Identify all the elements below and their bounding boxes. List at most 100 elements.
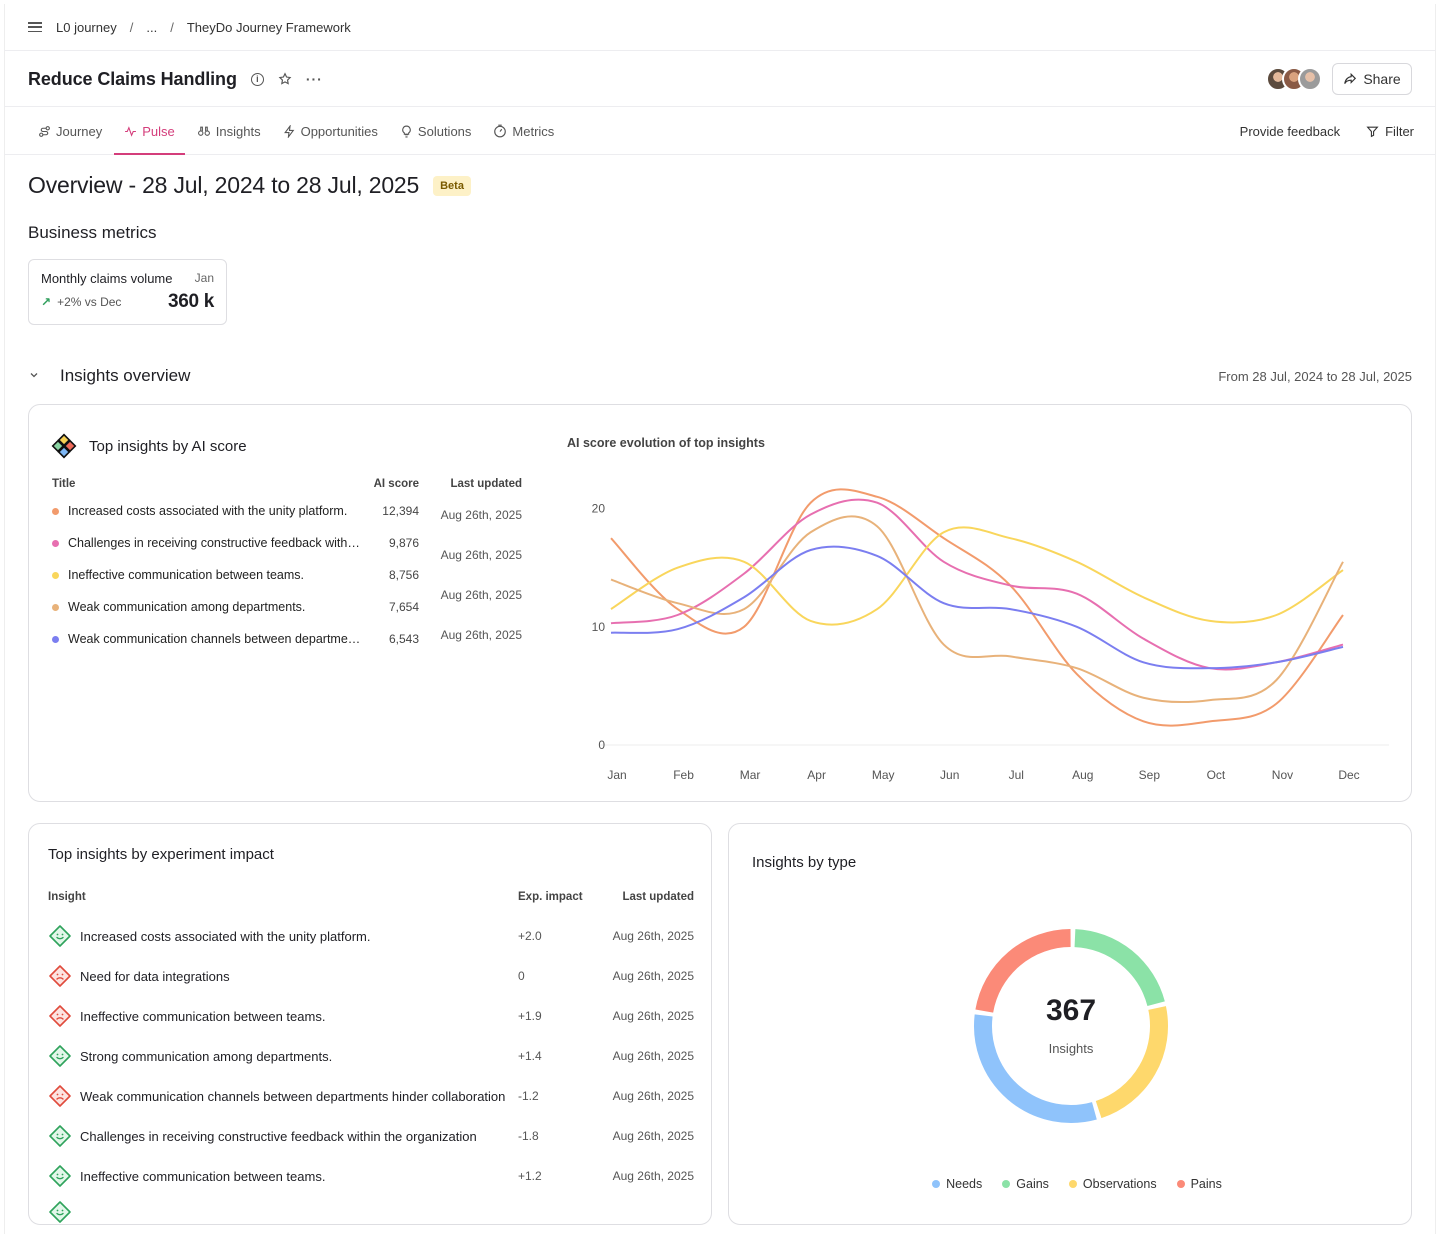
filter-icon: [1366, 126, 1379, 137]
table-row[interactable]: Weak communication channels between depa…: [48, 1084, 694, 1108]
hamburger-menu-icon[interactable]: [28, 22, 42, 32]
tab-insights[interactable]: Insights: [187, 108, 271, 154]
x-tick-label: Nov: [1272, 768, 1293, 782]
avatar: [1298, 67, 1322, 91]
last-updated: Aug 26th, 2025: [612, 969, 694, 983]
insight-title: Increased costs associated with the unit…: [80, 928, 371, 944]
table-row[interactable]: Increased costs associated with the unit…: [48, 924, 694, 948]
legend-item[interactable]: Gains: [1002, 1177, 1049, 1191]
legend-item[interactable]: Observations: [1068, 1177, 1157, 1191]
donut-segment-needs[interactable]: [974, 1014, 1097, 1123]
star-icon[interactable]: [278, 72, 292, 86]
donut-segment-observations[interactable]: [1095, 1006, 1168, 1119]
metric-label: Monthly claims volume: [41, 271, 173, 286]
y-tick-label: 20: [592, 502, 606, 516]
tab-journey[interactable]: Journey: [28, 108, 112, 154]
x-tick-label: Feb: [673, 768, 694, 782]
pulse-icon: [125, 125, 137, 137]
series-line-1[interactable]: [610, 498, 1344, 671]
table-row[interactable]: Ineffective communication between teams.…: [48, 1004, 694, 1028]
ai-score-table: Title AI score Last updated Increased co…: [52, 478, 522, 664]
business-metrics-title: Business metrics: [28, 223, 157, 242]
app-frame: [4, 4, 1436, 1234]
y-tick-label: 10: [592, 620, 606, 634]
x-tick-label: May: [872, 768, 895, 782]
last-updated: Aug 26th, 2025: [612, 929, 694, 943]
x-tick-label: Jun: [940, 768, 959, 782]
insight-title: Challenges in receiving constructive fee…: [68, 536, 362, 550]
ai-score-card: Top insights by AI score Title AI score …: [28, 404, 1412, 802]
table-row[interactable]: Strong communication among departments. +…: [48, 1044, 694, 1068]
provide-feedback-button[interactable]: Provide feedback: [1239, 123, 1341, 139]
table-row[interactable]: [48, 1200, 694, 1224]
table-row[interactable]: Challenges in receiving constructive fee…: [48, 1124, 694, 1148]
insights-overview-header: Insights overview From 28 Jul, 2024 to 2…: [28, 366, 1412, 386]
date-range: From 28 Jul, 2024 to 28 Jul, 2025: [1218, 368, 1412, 384]
metric-card[interactable]: Monthly claims volume Jan ↗ +2% vs Dec 3…: [28, 259, 227, 325]
last-updated: Aug 26th, 2025: [612, 1049, 694, 1063]
chevron-down-icon[interactable]: [28, 369, 50, 384]
insights-donut-chart: [974, 929, 1168, 1123]
legend-item[interactable]: Needs: [932, 1177, 982, 1191]
pain-icon: [48, 964, 72, 988]
x-tick-label: Oct: [1207, 768, 1226, 782]
breadcrumb-item[interactable]: TheyDo Journey Framework: [186, 19, 351, 35]
info-icon[interactable]: i: [250, 72, 264, 86]
tab-label: Metrics: [512, 123, 555, 139]
ai-score-value: 12,394: [382, 504, 419, 518]
gain-icon: [48, 1044, 72, 1068]
collaborator-avatars[interactable]: [1266, 67, 1322, 91]
column-header: Exp. impact: [518, 891, 583, 903]
chart-legend: Needs Gains Observations Pains: [729, 1177, 1411, 1191]
table-row[interactable]: Challenges in receiving constructive fee…: [52, 536, 522, 550]
breadcrumb-item[interactable]: L0 journey: [56, 19, 117, 35]
legend-item[interactable]: Pains: [1176, 1177, 1222, 1191]
table-row[interactable]: Weak communication channels between depa…: [52, 632, 522, 646]
column-header: Last updated: [622, 891, 694, 903]
last-updated: Aug 26th, 2025: [440, 548, 522, 562]
tab-label: Solutions: [417, 123, 472, 139]
series-line-4[interactable]: [610, 545, 1344, 670]
share-button[interactable]: Share: [1332, 63, 1412, 95]
legend-label: Gains: [1016, 1177, 1049, 1191]
tab-label: Insights: [215, 123, 261, 139]
experiment-impact-value: +1.2: [518, 1169, 542, 1183]
series-line-0[interactable]: [610, 488, 1344, 727]
more-options-icon[interactable]: ···: [305, 71, 323, 87]
filter-button[interactable]: Filter: [1366, 124, 1414, 139]
last-updated: Aug 26th, 2025: [612, 1089, 694, 1103]
table-row[interactable]: Need for data integrations 0 Aug 26th, 202…: [48, 964, 694, 988]
tab-pulse[interactable]: Pulse: [114, 108, 185, 155]
insights-total-label: Insights: [1048, 1041, 1094, 1056]
tab-opportunities[interactable]: Opportunities: [273, 108, 388, 154]
tab-metrics[interactable]: Metrics: [483, 108, 564, 154]
insight-title: Ineffective communication between teams.: [80, 1008, 326, 1024]
page-header: Reduce Claims Handling i ··· Share: [4, 52, 1436, 107]
series-line-3[interactable]: [610, 515, 1344, 704]
tab-label: Journey: [56, 123, 103, 139]
donut-segment-pains[interactable]: [975, 929, 1071, 1013]
series-color-dot: [52, 635, 59, 643]
metric-change-text: +2% vs Dec: [57, 295, 122, 309]
series-line-2[interactable]: [610, 526, 1344, 626]
table-row[interactable]: Ineffective communication between teams.…: [48, 1164, 694, 1188]
gain-icon: [48, 1200, 72, 1224]
legend-swatch: [1068, 1180, 1077, 1188]
legend-swatch: [1176, 1180, 1185, 1188]
table-row[interactable]: Ineffective communication between teams.…: [52, 568, 522, 582]
ai-diamond-icon: [51, 433, 77, 459]
experiment-impact-value: +1.9: [518, 1009, 542, 1023]
opportunities-icon: [283, 124, 294, 138]
breadcrumb-item[interactable]: ...: [146, 19, 158, 35]
last-updated: Aug 26th, 2025: [440, 508, 522, 522]
table-row[interactable]: Increased costs associated with the unit…: [52, 504, 522, 518]
tab-solutions[interactable]: Solutions: [390, 108, 481, 154]
beta-badge: Beta: [433, 175, 471, 196]
series-color-dot: [52, 507, 59, 515]
donut-segment-gains[interactable]: [1074, 929, 1165, 1007]
ai-score-title: Top insights by AI score: [51, 433, 247, 459]
insight-title: Weak communication among departments.: [68, 600, 306, 614]
table-row[interactable]: Weak communication among departments. 7,6…: [52, 600, 522, 614]
gauge-icon: [494, 124, 507, 138]
insights-total: 367: [1045, 994, 1097, 1027]
